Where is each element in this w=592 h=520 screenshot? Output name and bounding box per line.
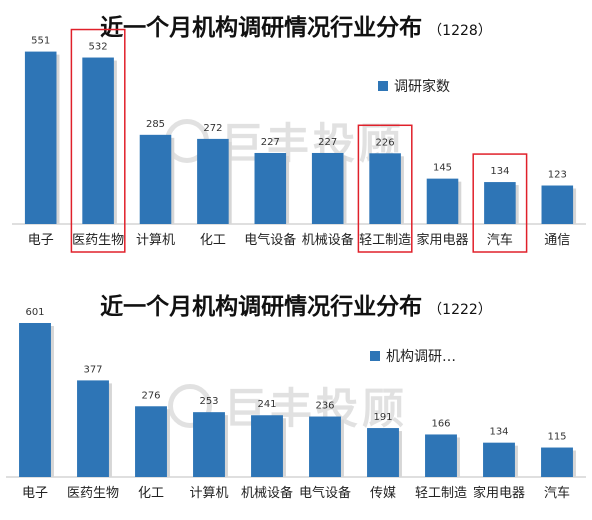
data-label-9: 134 bbox=[489, 427, 508, 438]
data-label-10: 115 bbox=[547, 432, 566, 443]
tick-label-8: 家用电器 bbox=[416, 232, 468, 248]
data-label-7: 191 bbox=[373, 412, 392, 423]
legend-label-2: 机构调研… bbox=[386, 349, 456, 365]
tick-label-3: 计算机 bbox=[136, 233, 175, 248]
bar-9 bbox=[483, 442, 515, 477]
tick-label-1: 电子 bbox=[22, 486, 48, 501]
tick-label-7: 传媒 bbox=[370, 486, 396, 501]
data-label-6: 236 bbox=[315, 401, 334, 412]
data-label-3: 285 bbox=[146, 119, 165, 130]
tick-label-4: 化工 bbox=[200, 233, 226, 248]
data-label-5: 227 bbox=[261, 137, 280, 148]
highlight-box-2 bbox=[70, 28, 126, 253]
tick-label-8: 轻工制造 bbox=[415, 486, 467, 501]
legend-label-1: 调研家数 bbox=[394, 79, 450, 95]
bar-5 bbox=[251, 415, 283, 477]
bar-3 bbox=[135, 406, 167, 477]
data-label-8: 145 bbox=[433, 163, 452, 174]
highlight-box-7 bbox=[357, 124, 413, 253]
tick-label-4: 计算机 bbox=[189, 486, 228, 501]
legend-swatch-1 bbox=[378, 81, 388, 91]
bar-3 bbox=[139, 134, 172, 224]
tick-label-10: 汽车 bbox=[544, 485, 570, 501]
data-label-1: 601 bbox=[25, 307, 44, 318]
chart-subtitle-1: （1228） bbox=[428, 23, 492, 39]
tick-label-2: 医药生物 bbox=[72, 233, 124, 248]
bar-chart-1: 551 电子 532 医药生物 285 计算机 272 化工 227 电气设备 227 机械设备 226… bbox=[12, 28, 586, 253]
data-label-1: 551 bbox=[31, 36, 50, 47]
bar-10 bbox=[541, 185, 574, 224]
bar-2 bbox=[77, 380, 109, 477]
chart-subtitle-2: （1222） bbox=[428, 302, 492, 318]
data-label-3: 276 bbox=[141, 390, 160, 401]
chart-title-1-text: 近一个月机构调研情况行业分布 bbox=[100, 15, 423, 41]
data-label-4: 253 bbox=[199, 396, 218, 407]
bar-1 bbox=[19, 322, 51, 477]
data-label-8: 166 bbox=[431, 418, 450, 429]
data-label-4: 272 bbox=[203, 123, 222, 134]
data-label-10: 123 bbox=[548, 170, 567, 181]
bar-7 bbox=[369, 153, 401, 224]
legend-2: 机构调研… bbox=[370, 346, 456, 366]
bar-8 bbox=[425, 434, 457, 477]
bar-9 bbox=[484, 182, 516, 224]
company-logo-icon bbox=[168, 383, 212, 428]
data-label-9: 134 bbox=[490, 166, 509, 177]
tick-label-1: 电子 bbox=[28, 233, 54, 248]
data-label-5: 241 bbox=[257, 399, 276, 410]
bar-1 bbox=[24, 51, 57, 224]
data-label-2: 532 bbox=[89, 42, 108, 53]
bar-2 bbox=[82, 57, 114, 224]
tick-label-6: 机械设备 bbox=[302, 232, 354, 248]
bar-8 bbox=[426, 178, 459, 224]
bar-6 bbox=[311, 152, 344, 224]
data-label-6: 227 bbox=[318, 137, 337, 148]
tick-label-5: 电气设备 bbox=[244, 232, 296, 248]
legend-swatch-2 bbox=[370, 351, 380, 361]
chart-title-2-text: 近一个月机构调研情况行业分布 bbox=[100, 294, 423, 320]
tick-label-9: 家用电器 bbox=[473, 485, 525, 501]
chart-title-2: 近一个月机构调研情况行业分布 （1222） bbox=[0, 287, 592, 321]
bar-4 bbox=[193, 412, 225, 477]
tick-label-2: 医药生物 bbox=[67, 486, 119, 501]
chart-title-1: 近一个月机构调研情况行业分布 （1228） bbox=[0, 8, 592, 42]
bar-7 bbox=[367, 428, 399, 477]
tick-label-10: 通信 bbox=[544, 233, 570, 248]
bar-4 bbox=[197, 138, 229, 224]
tick-label-3: 化工 bbox=[138, 486, 164, 501]
legend-1: 调研家数 bbox=[378, 76, 450, 96]
bar-5 bbox=[254, 152, 287, 224]
tick-label-7: 轻工制造 bbox=[359, 233, 411, 248]
tick-label-9: 汽车 bbox=[487, 232, 513, 248]
tick-label-6: 电气设备 bbox=[299, 485, 351, 501]
highlight-box-9 bbox=[472, 153, 528, 253]
tick-label-5: 机械设备 bbox=[241, 485, 293, 501]
data-label-2: 377 bbox=[83, 364, 102, 375]
bar-10 bbox=[541, 447, 573, 477]
bar-6 bbox=[309, 416, 341, 477]
data-label-7: 226 bbox=[376, 137, 395, 148]
